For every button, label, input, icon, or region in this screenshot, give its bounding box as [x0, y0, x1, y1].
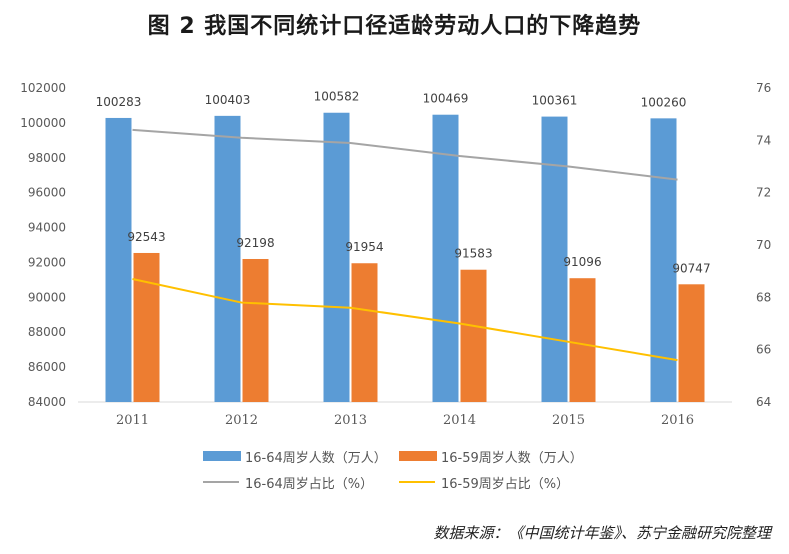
legend-label: 16-64周岁占比（%）: [245, 476, 374, 492]
y-right-tick-label: 66: [756, 343, 771, 357]
legend-swatch-blue: [203, 451, 241, 461]
y-left-tick-label: 94000: [28, 221, 66, 235]
data-label-16-59: 92198: [236, 236, 274, 250]
x-tick-label: 2011: [116, 413, 149, 428]
data-label-16-64: 100403: [205, 93, 251, 107]
legend-item-series4: 16-59周岁占比（%）: [399, 472, 569, 492]
legend-label: 16-59周岁人数（万人）: [441, 450, 583, 466]
data-label-16-64: 100469: [423, 92, 469, 106]
bar-16-59-count: [351, 263, 378, 402]
data-label-16-64: 100260: [641, 95, 687, 109]
chart-title: 图 2 我国不同统计口径适龄劳动人口的下降趋势: [147, 14, 642, 39]
y-right-tick-label: 70: [756, 238, 771, 252]
legend-row-2: 16-64周岁占比（%） 16-59周岁占比（%）: [0, 472, 789, 492]
data-label-16-59: 92543: [127, 230, 165, 244]
bar-16-59-count: [133, 252, 160, 402]
legend-item-series1: 16-64周岁人数（万人）: [203, 446, 387, 466]
bar-16-64-count: [323, 112, 350, 403]
line-16-64-share: [132, 128, 678, 181]
bar-16-59-count: [569, 278, 596, 402]
x-tick-label: 2012: [225, 413, 258, 428]
bar-16-59-count: [242, 258, 269, 402]
bar-16-64-count: [105, 117, 132, 402]
legend-item-series3: 16-64周岁占比（%）: [203, 472, 373, 492]
y-left-tick-label: 102000: [20, 81, 66, 95]
legend-swatch-orange: [399, 451, 437, 461]
data-source-note: 数据来源：《中国统计年鉴》、苏宁金融研究院整理: [433, 524, 771, 542]
legend-line-gray: [203, 481, 239, 483]
data-label-16-59: 91954: [345, 240, 383, 254]
y-right-tick-label: 74: [756, 133, 771, 147]
bar-16-64-count: [650, 118, 677, 402]
legend-row-1: 16-64周岁人数（万人） 16-59周岁人数（万人）: [0, 446, 789, 466]
y-left-tick-label: 84000: [28, 395, 66, 409]
data-label-16-64: 100582: [314, 90, 360, 104]
data-label-16-59: 91096: [563, 255, 601, 269]
data-label-16-64: 100361: [532, 94, 578, 108]
y-right-tick-label: 64: [756, 395, 771, 409]
legend-label: 16-59周岁占比（%）: [441, 476, 570, 492]
y-right-tick-label: 72: [756, 186, 771, 200]
bar-16-59-count: [678, 284, 705, 402]
legend-label: 16-64周岁人数（万人）: [245, 450, 387, 466]
x-tick-label: 2015: [552, 413, 585, 428]
y-left-tick-label: 92000: [28, 255, 66, 269]
bar-16-64-count: [214, 115, 241, 403]
legend-item-series2: 16-59周岁人数（万人）: [399, 446, 583, 466]
y-left-tick-label: 100000: [20, 116, 66, 130]
x-tick-label: 2016: [661, 413, 694, 428]
data-label-16-59: 91583: [454, 247, 492, 261]
y-left-tick-label: 96000: [28, 186, 66, 200]
y-right-tick-label: 76: [756, 81, 771, 95]
y-left-tick-label: 90000: [28, 290, 66, 304]
x-tick-label: 2013: [334, 413, 367, 428]
data-label-16-59: 90747: [672, 261, 710, 275]
x-tick-label: 2014: [443, 413, 476, 428]
legend-line-yellow: [399, 481, 435, 483]
data-label-16-64: 100283: [96, 95, 142, 109]
y-left-tick-label: 86000: [28, 360, 66, 374]
bar-16-64-count: [432, 114, 459, 402]
bar-16-59-count: [460, 269, 487, 402]
y-left-tick-label: 88000: [28, 325, 66, 339]
y-left-tick-label: 98000: [28, 151, 66, 165]
y-right-tick-label: 68: [756, 290, 771, 304]
line-16-59-share: [132, 278, 678, 362]
